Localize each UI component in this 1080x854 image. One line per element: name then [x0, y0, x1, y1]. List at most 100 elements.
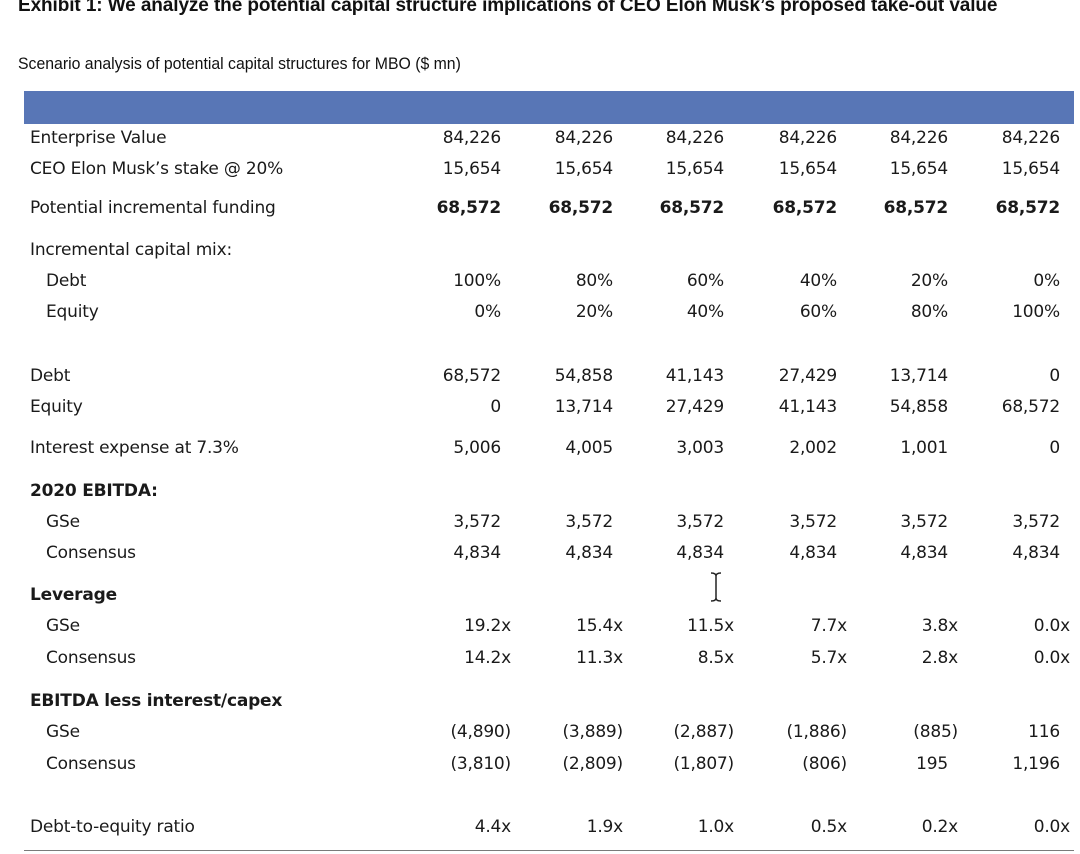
- section-label: Leverage: [30, 585, 117, 605]
- cell: 80%: [575, 271, 613, 291]
- table-row-leverage-gse: GSe 19.2x 15.4x 11.5x 7.7x 3.8x 0.0x: [0, 612, 1080, 640]
- cell: 4,834: [789, 543, 837, 563]
- cell: 84,226: [665, 128, 724, 148]
- table-row-leverage-consensus: Consensus 14.2x 11.3x 8.5x 5.7x 2.8x 0.0…: [0, 644, 1080, 672]
- row-label: Consensus: [46, 754, 136, 774]
- table-row-leverage-header: Leverage: [0, 581, 1080, 609]
- table-row-interest-expense: Interest expense at 7.3% 5,006 4,005 3,0…: [0, 434, 1080, 462]
- cell: 8.5x: [697, 648, 734, 668]
- row-label: Consensus: [46, 543, 136, 563]
- exhibit-title: Exhibit 1: We analyze the potential capi…: [18, 0, 998, 16]
- cell: 4,834: [676, 543, 724, 563]
- cell: (3,810): [450, 754, 511, 774]
- cell: 4,834: [565, 543, 613, 563]
- cell: 68,572: [1001, 397, 1060, 417]
- text-cursor-icon: [710, 572, 722, 602]
- row-label: Debt: [46, 271, 87, 291]
- cell: 195: [916, 754, 948, 774]
- cell: 1.9x: [586, 817, 623, 837]
- section-label: 2020 EBITDA:: [30, 481, 158, 501]
- row-label: Enterprise Value: [30, 128, 167, 148]
- cell: 0%: [474, 302, 501, 322]
- cell: 15,654: [1001, 159, 1060, 179]
- row-label: Consensus: [46, 648, 136, 668]
- row-label: Equity: [46, 302, 99, 322]
- cell: 27,429: [665, 397, 724, 417]
- cell: 0.5x: [810, 817, 847, 837]
- cell: 84,226: [889, 128, 948, 148]
- cell: 41,143: [665, 366, 724, 386]
- cell: 68,572: [548, 198, 614, 218]
- row-label: Debt: [30, 366, 71, 386]
- cell: 1,001: [900, 438, 948, 458]
- cell: 20%: [910, 271, 948, 291]
- table-row-ebitda-less-consensus: Consensus (3,810) (2,809) (1,807) (806) …: [0, 750, 1080, 778]
- cell: 0.0x: [1033, 616, 1070, 636]
- cell: 3,572: [789, 512, 837, 532]
- cell: 0.0x: [1033, 817, 1070, 837]
- cell: 68,572: [772, 198, 838, 218]
- table-row-ebitda-less-gse: GSe (4,890) (3,889) (2,887) (1,886) (885…: [0, 718, 1080, 746]
- cell: 84,226: [442, 128, 501, 148]
- cell: (885): [913, 722, 958, 742]
- cell: 20%: [575, 302, 613, 322]
- cell: 3,572: [453, 512, 501, 532]
- cell: 0.2x: [921, 817, 958, 837]
- table-row-mix-debt: Debt 100% 80% 60% 40% 20% 0%: [0, 267, 1080, 295]
- cell: 5.7x: [810, 648, 847, 668]
- cell: 80%: [910, 302, 948, 322]
- table-header-band: [24, 91, 1074, 124]
- cell: 1.0x: [697, 817, 734, 837]
- cell: (2,809): [562, 754, 623, 774]
- cell: 15.4x: [576, 616, 623, 636]
- table-row-ebitda-gse: GSe 3,572 3,572 3,572 3,572 3,572 3,572: [0, 508, 1080, 536]
- cell: 1,196: [1012, 754, 1060, 774]
- table-row-debt-to-equity: Debt-to-equity ratio 4.4x 1.9x 1.0x 0.5x…: [0, 813, 1080, 841]
- cell: 100%: [453, 271, 501, 291]
- cell: (3,889): [562, 722, 623, 742]
- cell: 0: [490, 397, 501, 417]
- cell: 14.2x: [464, 648, 511, 668]
- table-bottom-rule: [24, 850, 1074, 851]
- cell: 0: [1049, 438, 1060, 458]
- cell: 3.8x: [921, 616, 958, 636]
- row-label: Potential incremental funding: [30, 198, 276, 218]
- cell: 3,572: [900, 512, 948, 532]
- table-row-ebitda-header: 2020 EBITDA:: [0, 477, 1080, 505]
- cell: 68,572: [883, 198, 949, 218]
- cell: 100%: [1012, 302, 1060, 322]
- cell: 0: [1049, 366, 1060, 386]
- cell: (4,890): [450, 722, 511, 742]
- cell: 60%: [686, 271, 724, 291]
- cell: 11.5x: [687, 616, 734, 636]
- cell: 41,143: [778, 397, 837, 417]
- cell: 4.4x: [474, 817, 511, 837]
- cell: 84,226: [1001, 128, 1060, 148]
- cell: 2.8x: [921, 648, 958, 668]
- cell: 4,834: [900, 543, 948, 563]
- cell: 68,572: [659, 198, 725, 218]
- cell: 54,858: [889, 397, 948, 417]
- cell: 15,654: [442, 159, 501, 179]
- cell: 3,003: [676, 438, 724, 458]
- section-label: EBITDA less interest/capex: [30, 691, 283, 711]
- cell: 11.3x: [576, 648, 623, 668]
- table-row-debt: Debt 68,572 54,858 41,143 27,429 13,714 …: [0, 362, 1080, 390]
- cell: 13,714: [554, 397, 613, 417]
- cell: 5,006: [453, 438, 501, 458]
- cell: (806): [802, 754, 847, 774]
- cell: 15,654: [889, 159, 948, 179]
- cell: 4,005: [565, 438, 613, 458]
- table-row-ebitda-consensus: Consensus 4,834 4,834 4,834 4,834 4,834 …: [0, 539, 1080, 567]
- cell: 2,002: [789, 438, 837, 458]
- cell: 4,834: [453, 543, 501, 563]
- exhibit-subtitle: Scenario analysis of potential capital s…: [18, 54, 461, 73]
- cell: 84,226: [778, 128, 837, 148]
- cell: 68,572: [995, 198, 1061, 218]
- cell: 15,654: [778, 159, 837, 179]
- table-row-capital-mix-header: Incremental capital mix:: [0, 236, 1080, 264]
- cell: 0.0x: [1033, 648, 1070, 668]
- cell: 68,572: [442, 366, 501, 386]
- table-row-enterprise-value: Enterprise Value 84,226 84,226 84,226 84…: [0, 124, 1080, 152]
- table-row-ebitda-less-header: EBITDA less interest/capex: [0, 687, 1080, 715]
